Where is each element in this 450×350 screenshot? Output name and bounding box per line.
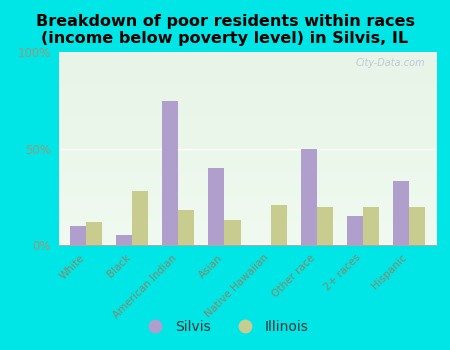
Bar xyxy=(208,168,225,245)
Bar xyxy=(178,210,194,245)
Bar xyxy=(346,216,363,245)
Bar xyxy=(225,220,241,245)
Bar xyxy=(132,191,148,245)
Bar xyxy=(86,222,102,245)
Legend: Silvis, Illinois: Silvis, Illinois xyxy=(136,314,314,340)
Bar xyxy=(270,204,287,245)
Bar xyxy=(409,206,425,245)
Text: Breakdown of poor residents within races
(income below poverty level) in Silvis,: Breakdown of poor residents within races… xyxy=(36,14,414,47)
Bar xyxy=(162,100,178,245)
Text: City-Data.com: City-Data.com xyxy=(356,58,425,68)
Bar xyxy=(363,206,379,245)
Bar xyxy=(393,181,409,245)
Bar xyxy=(301,149,317,245)
Bar xyxy=(70,226,86,245)
Bar xyxy=(317,206,333,245)
Bar xyxy=(116,235,132,245)
